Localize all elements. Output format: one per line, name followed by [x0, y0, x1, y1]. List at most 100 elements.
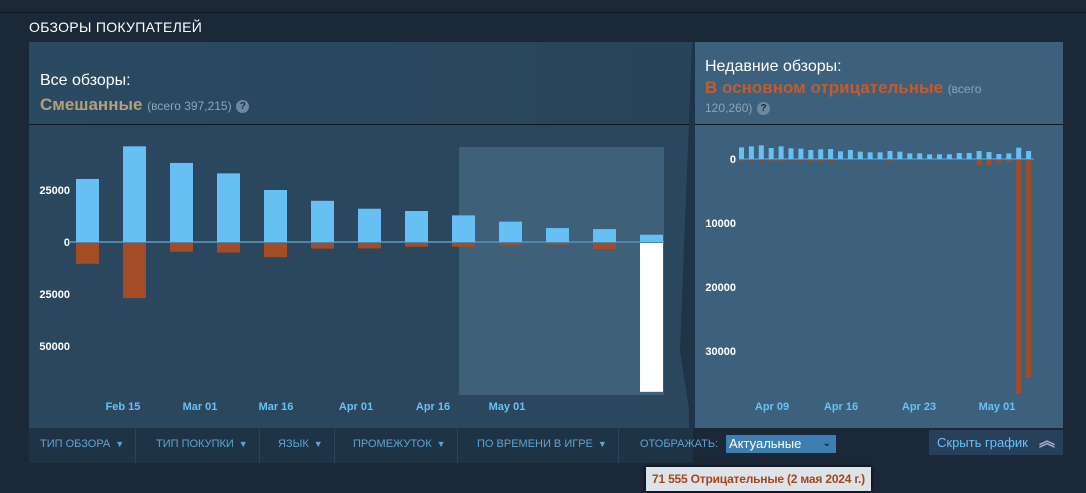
positive-bar [946, 154, 952, 159]
positive-bar [758, 145, 764, 159]
negative-bar [358, 243, 381, 249]
chart-tooltip: 71 555 Отрицательные (2 мая 2024 г.) [646, 467, 871, 491]
recent-reviews-total-2: 120,260) [705, 101, 753, 115]
recent-reviews-header: Недавние обзоры: В основном отрицательны… [694, 42, 1063, 125]
top-divider [0, 12, 1086, 13]
dropdown-arrow-icon: ▼ [238, 439, 248, 449]
negative-bar [739, 160, 744, 161]
dropdown-arrow-icon: ▼ [313, 439, 323, 449]
positive-bar [847, 149, 853, 159]
positive-bar [828, 149, 834, 159]
negative-bar [311, 243, 334, 249]
filter-label: ПРОМЕЖУТОК [353, 438, 432, 450]
positive-bar [917, 153, 923, 159]
negative-bar [405, 243, 428, 247]
dropdown-arrow-icon: ▼ [597, 439, 607, 449]
filter-playtime[interactable]: ПО ВРЕМЕНИ В ИГРЕ ▼ [466, 428, 619, 463]
negative-bar [976, 160, 982, 166]
recent-reviews-summary[interactable]: В основном отрицательные [705, 78, 943, 97]
positive-bar [937, 154, 942, 159]
positive-bar [778, 146, 784, 159]
negative-bar [546, 243, 569, 245]
positive-bar [405, 211, 428, 242]
positive-bar [748, 146, 754, 159]
all-reviews-summary[interactable]: Смешанные [40, 95, 143, 114]
y-tick-label: 25000 [39, 185, 70, 197]
positive-bar [264, 190, 287, 242]
positive-bar [966, 152, 972, 159]
positive-bar [311, 200, 334, 242]
filter-review-type[interactable]: ТИП ОБЗОРА ▼ [29, 428, 137, 463]
hide-graph-button[interactable]: Скрыть график ︽ [929, 430, 1063, 455]
positive-bar [546, 228, 569, 242]
positive-bar [907, 153, 913, 159]
display-value: Актуальные [729, 436, 802, 451]
y-tick-label: 25000 [39, 289, 70, 301]
x-tick-label: Apr 16 [824, 401, 858, 413]
positive-bar [499, 221, 522, 242]
positive-bar [123, 146, 146, 242]
section-title: ОБЗОРЫ ПОКУПАТЕЛЕЙ [29, 19, 203, 35]
x-tick-label: Apr 16 [416, 401, 450, 413]
all-reviews-panel: Все обзоры: Смешанные (всего 397,215) ? … [29, 42, 693, 428]
dropdown-arrow-icon: ▼ [436, 439, 446, 449]
positive-bar [217, 173, 240, 242]
y-tick-label: 0 [730, 154, 736, 166]
positive-bar [1016, 147, 1022, 159]
y-tick-label: 50000 [39, 341, 70, 353]
positive-bar [927, 154, 933, 159]
positive-bar [877, 152, 883, 159]
filter-label: ТИП ОБЗОРА [40, 438, 111, 450]
y-tick-label: 30000 [705, 346, 736, 358]
filter-language[interactable]: ЯЗЫК ▼ [267, 428, 335, 463]
negative-bar [818, 160, 824, 161]
x-tick-label: May 01 [489, 401, 526, 413]
dropdown-arrow-icon: ▼ [115, 439, 125, 449]
negative-bar [758, 160, 764, 161]
positive-bar [593, 229, 616, 242]
negative-bar [499, 243, 522, 246]
negative-bar [452, 243, 475, 247]
help-icon[interactable]: ? [757, 102, 771, 115]
help-icon[interactable]: ? [236, 100, 250, 113]
negative-bar [170, 243, 193, 252]
y-tick-label: 20000 [705, 282, 736, 294]
display-select[interactable]: Актуальные ⌄ [726, 435, 836, 453]
positive-bar [996, 154, 1002, 159]
double-chevron-up-icon: ︽ [1038, 433, 1055, 450]
positive-bar [887, 151, 893, 159]
filter-date-range[interactable]: ПРОМЕЖУТОК ▼ [342, 428, 458, 463]
x-tick-label: Apr 01 [339, 401, 373, 413]
positive-bar [452, 215, 475, 242]
negative-bar [123, 243, 146, 299]
negative-bar [1006, 160, 1012, 162]
y-tick-label: 0 [64, 237, 70, 249]
all-reviews-chart[interactable]: 25000 0 25000 50000 Feb 15 Mar 01 Mar 16 Apr 01… [29, 42, 693, 428]
negative-bar [593, 243, 616, 250]
positive-bar [170, 162, 193, 242]
filter-purchase-type[interactable]: ТИП ПОКУПКИ ▼ [145, 428, 260, 463]
positive-bar [768, 147, 774, 159]
recent-reviews-chart[interactable]: 0 10000 20000 30000 Apr 09 Apr 16 Apr 23 May 01 [694, 42, 1063, 428]
filter-label: ПО ВРЕМЕНИ В ИГРЕ [477, 438, 593, 450]
all-reviews-total: (всего 397,215) [147, 99, 232, 113]
hide-graph-label: Скрыть график [937, 435, 1028, 450]
positive-bar [358, 208, 381, 242]
filter-label: ЯЗЫК [278, 438, 309, 450]
negative-bar [996, 160, 1002, 164]
negative-bar [828, 160, 834, 161]
negative-bar [768, 160, 774, 161]
x-tick-label: Feb 15 [106, 401, 141, 413]
chevron-down-icon: ⌄ [822, 438, 831, 449]
positive-bar [857, 151, 863, 159]
positive-bar [956, 152, 962, 159]
negative-bar [748, 160, 754, 161]
display-label: ОТОБРАЖАТЬ: [640, 438, 719, 450]
positive-bar [1006, 153, 1012, 159]
negative-bar [1016, 160, 1022, 394]
selection-window [459, 147, 664, 395]
positive-bar [640, 234, 663, 242]
all-reviews-header: Все обзоры: Смешанные (всего 397,215) ? [29, 42, 693, 125]
negative-bar [76, 243, 99, 264]
positive-bar [976, 151, 982, 159]
